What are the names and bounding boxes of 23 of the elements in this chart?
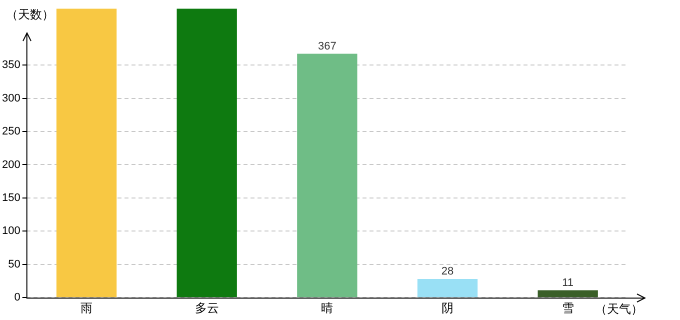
y-axis-title: （天数） <box>6 7 54 22</box>
bar <box>417 279 478 298</box>
bar <box>176 8 237 298</box>
data-label: 11 <box>562 276 574 289</box>
bar <box>538 290 598 298</box>
data-label: 28 <box>441 266 454 278</box>
y-tick-label: 350 <box>2 59 20 72</box>
y-tick-label: 100 <box>2 225 20 238</box>
x-axis-title: （天气） <box>595 302 643 316</box>
y-tick-label: 300 <box>2 92 20 104</box>
y-tick-label: 0 <box>14 292 20 304</box>
y-tick-label: 150 <box>2 192 20 204</box>
data-label: 367 <box>318 40 336 52</box>
y-tick-label: 50 <box>8 258 20 270</box>
bar <box>56 8 117 298</box>
x-tick-label: 多云 <box>194 301 219 316</box>
y-tick-label: 200 <box>2 158 20 171</box>
x-tick-label: 雪 <box>562 301 574 316</box>
y-tick-label: 250 <box>2 126 20 138</box>
x-tick-label: 雨 <box>80 301 93 316</box>
bar <box>297 54 358 298</box>
x-tick-label: 晴 <box>321 301 334 316</box>
x-tick-label: 阴 <box>442 301 454 316</box>
